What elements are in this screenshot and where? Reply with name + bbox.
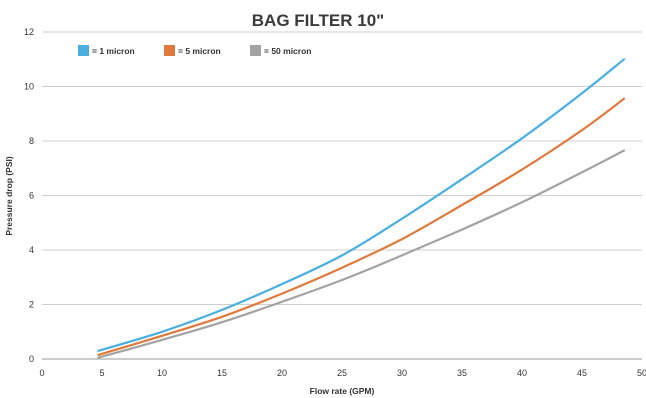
legend-swatch [164,45,175,56]
axes: 0 2 4 6 8 10 12 0 5 10 15 20 25 30 35 40 45 50 [24,27,646,378]
x-tick-label: 5 [99,368,104,378]
legend-label: = 1 micron [92,46,135,56]
legend-label: = 50 micron [264,46,311,56]
y-tick-label: 6 [29,191,34,201]
x-tick-label: 45 [577,368,587,378]
x-tick-label: 35 [457,368,467,378]
y-tick-label: 10 [24,82,34,92]
series-line-3 [97,149,626,359]
legend-label: = 5 micron [178,46,221,56]
x-tick-label: 10 [157,368,167,378]
y-tick-label: 8 [29,136,34,146]
x-tick-label: 25 [337,368,347,378]
x-tick-label: 50 [637,368,646,378]
chart-title: BAG FILTER 10" [252,11,384,30]
series-lines [97,58,626,359]
series-line-2 [97,97,626,356]
y-tick-label: 12 [24,27,34,37]
legend-swatch [250,45,261,56]
y-tick-label: 2 [29,300,34,310]
x-tick-label: 0 [39,368,44,378]
x-tick-label: 20 [277,368,287,378]
legend-swatch [78,45,89,56]
y-axis-label: Pressure drop (PSI) [4,156,14,236]
x-tick-label: 40 [517,368,527,378]
series-line-1 [97,58,626,352]
y-tick-label: 4 [29,245,34,255]
x-tick-label: 30 [397,368,407,378]
legend: = 1 micron = 5 micron = 50 micron [78,45,311,56]
y-tick-label: 0 [29,354,34,364]
x-axis-label: Flow rate (GPM) [310,386,375,396]
gridlines [42,31,642,360]
x-tick-label: 15 [217,368,227,378]
